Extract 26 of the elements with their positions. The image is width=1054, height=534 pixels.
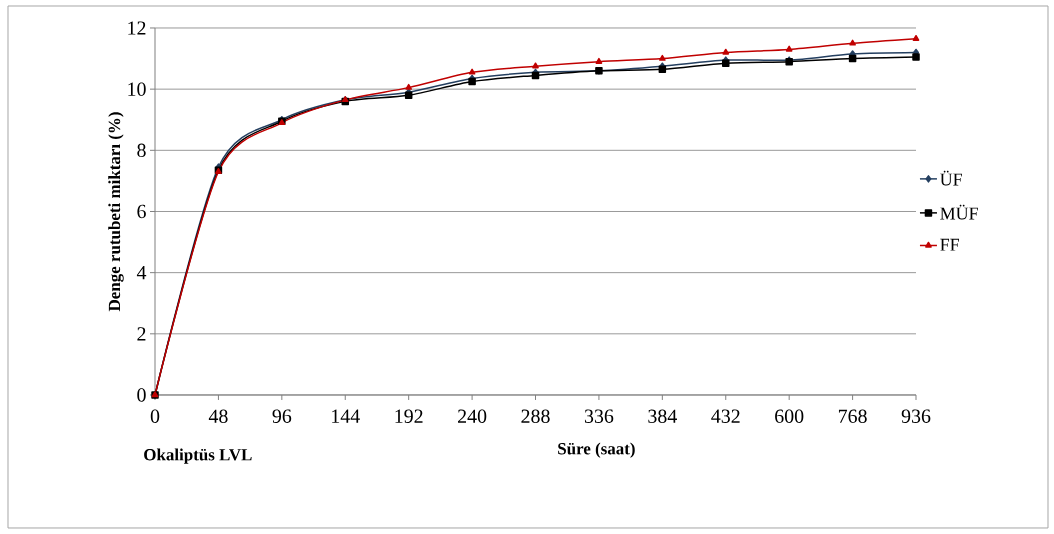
x-tick-label: 240 — [458, 409, 487, 423]
legend-label: ÜF — [940, 170, 962, 186]
x-tick-label: 768 — [838, 409, 867, 423]
x-tick-label: 384 — [648, 409, 677, 423]
x-tick-label: 432 — [711, 409, 740, 423]
y-tick-label: 4 — [136, 266, 147, 280]
y-tick-label: 2 — [137, 327, 146, 341]
legend-label: FF — [940, 238, 959, 251]
x-tick-label: 936 — [901, 409, 931, 423]
x-tick-label: 336 — [584, 409, 614, 423]
x-tick-label: 96 — [272, 409, 292, 423]
x-tick-label: 288 — [521, 409, 550, 423]
x-tick-label: 192 — [395, 409, 423, 423]
x-tick-label: 144 — [332, 409, 360, 423]
y-axis-title: Denge rutubeti miktarı (%) — [108, 112, 124, 312]
y-tick-label: 8 — [137, 143, 146, 158]
x-tick-label: 0 — [150, 409, 160, 423]
x-tick-label: 600 — [775, 409, 804, 423]
y-tick-label: 12 — [128, 21, 146, 35]
y-tick-label: 10 — [128, 82, 146, 96]
x-axis-title: Süre (saat) — [558, 442, 635, 458]
x-tick-label: 48 — [208, 409, 228, 423]
y-tick-label: 6 — [137, 204, 146, 219]
legend-label: MÜF — [940, 204, 978, 220]
y-tick-label: 0 — [137, 388, 146, 402]
text: Okaliptüs LVL — [144, 448, 252, 464]
